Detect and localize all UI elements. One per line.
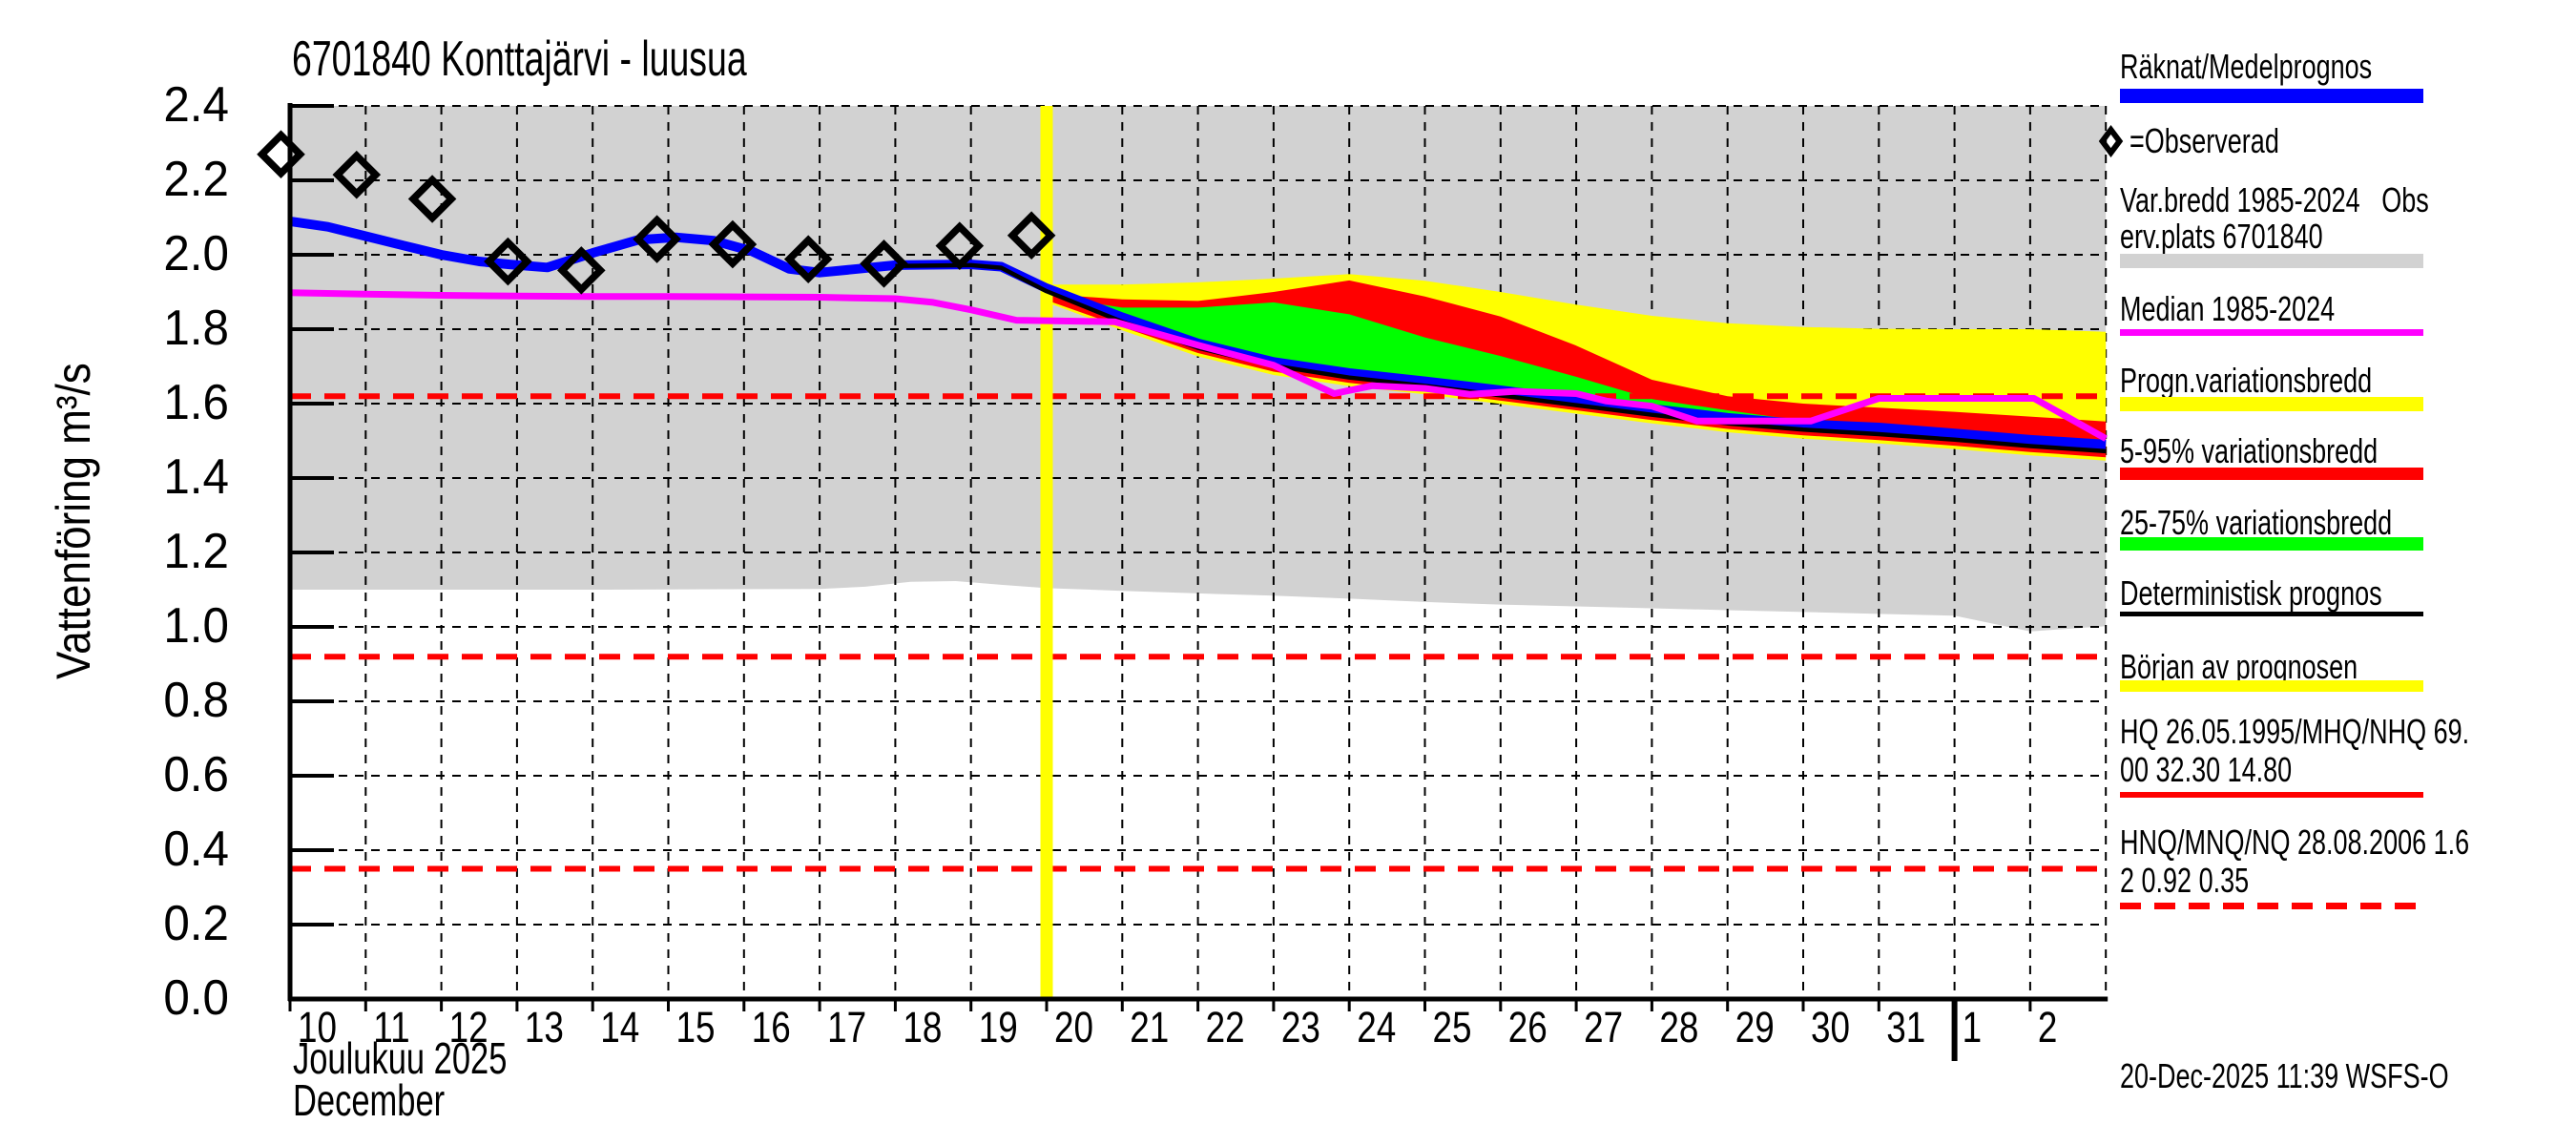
y-tick-label: 1.8 (163, 300, 229, 355)
observed-diamond-icon (2098, 125, 2124, 157)
observation-diamond (783, 235, 833, 283)
y-tick-label: 0.6 (163, 746, 229, 802)
x-tick-label: 26 (1508, 1004, 1548, 1051)
x-tick-label: 2 (2038, 1004, 2058, 1051)
x-axis-label-finnish: Joulukuu 2025 (293, 1033, 508, 1083)
y-axis-label: Vattenföring m³/s (47, 363, 100, 679)
x-tick-label: 20 (1054, 1004, 1093, 1051)
x-tick-label: 23 (1281, 1004, 1320, 1051)
observation-diamond (484, 237, 532, 286)
legend-label-raknat: Räknat/Medelprognos (2120, 47, 2373, 86)
y-tick-label: 1.0 (163, 597, 229, 653)
legend-label-varbredd-1: Var.bredd 1985-2024 Obs (2120, 180, 2429, 219)
x-tick-label: 14 (600, 1004, 639, 1051)
legend-swatch-nq (2120, 903, 2423, 909)
x-tick-label: 19 (979, 1004, 1018, 1051)
x-tick-label: 11 (373, 1004, 409, 1051)
legend-item-observed: =Observerad (2098, 121, 2279, 160)
x-tick-label: 16 (752, 1004, 791, 1051)
legend-label-forecast-start: Början av prognosen (2120, 647, 2358, 686)
y-tick-label: 2.4 (163, 76, 229, 132)
legend-label-observed: =Observerad (2129, 121, 2279, 160)
x-axis-label-swedish: December (293, 1075, 446, 1125)
observation-diamond (935, 221, 985, 270)
timestamp: 20-Dec-2025 11:39 WSFS-O (2120, 1056, 2449, 1095)
page-title: 6701840 Konttajärvi - luusua (292, 31, 747, 87)
x-tick-label: 21 (1130, 1004, 1169, 1051)
y-tick-label: 2.0 (163, 225, 229, 281)
observation-diamond (407, 175, 457, 223)
y-tick-label: 2.2 (163, 151, 229, 206)
legend-label-median: Median 1985-2024 (2120, 289, 2336, 328)
x-tick-label: 1 (1963, 1004, 1983, 1051)
legend-swatch-hq (2120, 792, 2423, 798)
legend-swatch-forecast-start (2120, 680, 2423, 692)
x-tick-label: 15 (676, 1004, 716, 1051)
x-tick-label: 29 (1735, 1004, 1775, 1051)
legend-label-progn-var: Progn.variationsbredd (2120, 361, 2373, 400)
x-tick-label: 17 (827, 1004, 866, 1051)
legend-label-nq-2: 2 0.92 0.35 (2120, 861, 2250, 900)
median-line (289, 289, 2108, 442)
x-tick-label: 24 (1357, 1004, 1396, 1051)
legend-label-varbredd-2: erv.plats 6701840 (2120, 217, 2323, 256)
observation-diamond (257, 130, 305, 179)
x-tick-label: 31 (1886, 1004, 1925, 1051)
y-tick-label: 1.4 (163, 448, 229, 504)
legend-label-nq-1: HNQ/MNQ/NQ 28.08.2006 1.6 (2120, 822, 2470, 862)
observation-diamond (332, 150, 382, 199)
legend-swatch-forecast-range (2120, 397, 2423, 411)
y-tick-label: 0.0 (163, 969, 229, 1025)
legend-label-deterministic: Deterministisk prognos (2120, 573, 2382, 613)
legend-label-hq-1: HQ 26.05.1995/MHQ/NHQ 69. (2120, 712, 2470, 751)
y-tick-label: 1.6 (163, 374, 229, 429)
x-tick-label: 28 (1659, 1004, 1698, 1051)
y-tick-label: 0.8 (163, 672, 229, 727)
legend: Räknat/Medelprognos =Observerad Var.bred… (2098, 0, 2469, 1145)
legend-label-5-95: 5-95% variationsbredd (2120, 431, 2379, 470)
x-tick-label: 30 (1811, 1004, 1850, 1051)
x-tick-label: 10 (298, 1004, 337, 1051)
legend-label-25-75: 25-75% variationsbredd (2120, 503, 2393, 542)
legend-swatch-median (2120, 329, 2423, 336)
legend-swatch-mean-forecast (2120, 89, 2423, 103)
observation-diamond (633, 215, 681, 263)
observation-diamond (860, 239, 908, 288)
observation-diamond (557, 246, 606, 295)
legend-swatch-25-75 (2120, 537, 2423, 551)
y-tick-label: 0.2 (163, 895, 229, 950)
x-tick-label: 27 (1584, 1004, 1623, 1051)
y-tick-label: 1.2 (163, 523, 229, 578)
observation-diamond (1007, 211, 1056, 260)
x-tick-label: 18 (903, 1004, 942, 1051)
y-tick-label: 0.4 (163, 821, 229, 876)
legend-swatch-history-range (2120, 254, 2423, 268)
legend-swatch-5-95 (2120, 468, 2423, 480)
x-tick-label: 22 (1206, 1004, 1245, 1051)
legend-label-hq-2: 00 32.30 14.80 (2120, 750, 2293, 789)
observation-diamond (708, 219, 758, 269)
x-tick-label: 13 (525, 1004, 564, 1051)
x-tick-label: 25 (1433, 1004, 1472, 1051)
legend-swatch-deterministic (2120, 612, 2423, 616)
x-tick-label: 12 (449, 1004, 488, 1051)
